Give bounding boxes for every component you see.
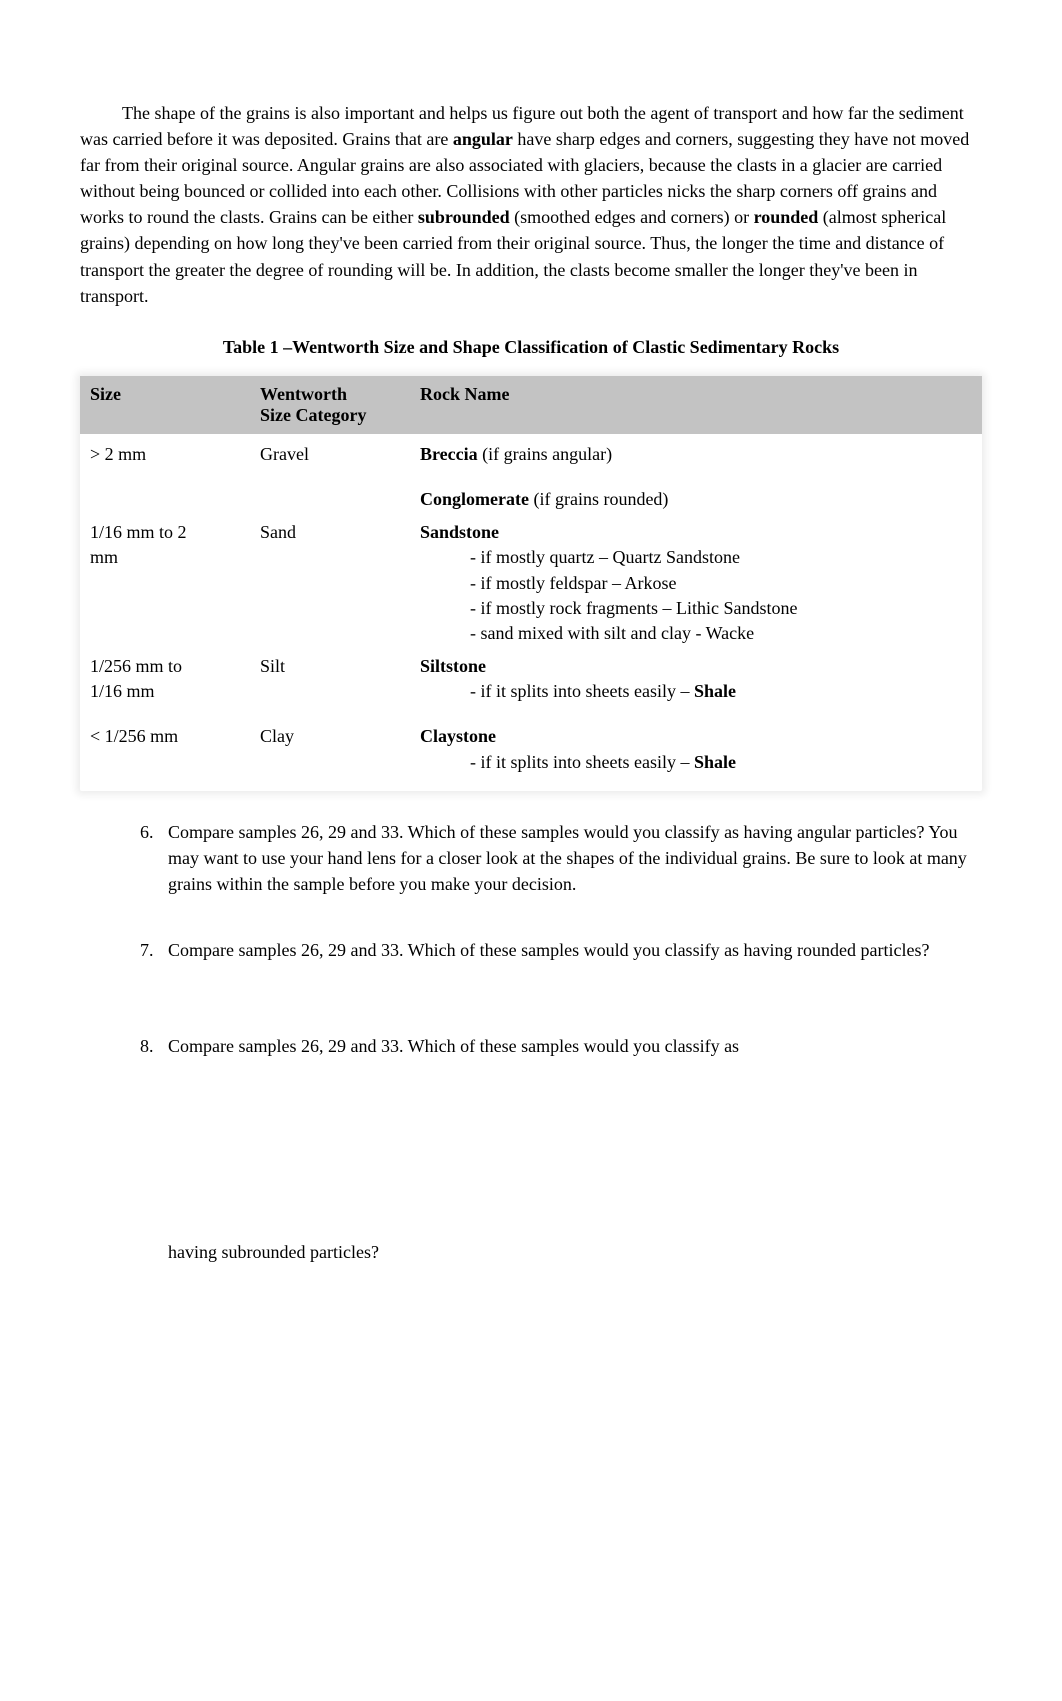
cell-category: Silt: [250, 650, 410, 708]
question-number: 6.: [140, 819, 154, 845]
intro-paragraph: The shape of the grains is also importan…: [80, 100, 982, 309]
cell-category: Clay: [250, 708, 410, 790]
term-angular: angular: [453, 129, 513, 149]
table-row: Conglomerate (if grains rounded): [80, 471, 982, 516]
term-subrounded: subrounded: [418, 207, 510, 227]
cell-rock: Claystone - if it splits into sheets eas…: [410, 708, 982, 790]
header-wentworth: Wentworth Size Category: [250, 376, 410, 434]
question-8-continuation: having subrounded particles?: [80, 1239, 982, 1265]
term-rounded: rounded: [754, 207, 819, 227]
table-row: < 1/256 mm Clay Claystone - if it splits…: [80, 708, 982, 790]
classification-table-container: Size Wentworth Size Category Rock Name >…: [80, 376, 982, 791]
question-6: 6. Compare samples 26, 29 and 33. Which …: [140, 819, 982, 897]
question-text: Compare samples 26, 29 and 33. Which of …: [168, 1036, 739, 1056]
header-rockname: Rock Name: [410, 376, 982, 434]
table-row: > 2 mm Gravel Breccia (if grains angular…: [80, 434, 982, 471]
cell-size: 1/16 mm to 2 mm: [80, 516, 250, 650]
question-text: Compare samples 26, 29 and 33. Which of …: [168, 940, 930, 960]
question-text: Compare samples 26, 29 and 33. Which of …: [168, 822, 967, 894]
question-number: 7.: [140, 937, 154, 963]
table-row: 1/256 mm to 1/16 mm Silt Siltstone - if …: [80, 650, 982, 708]
cell-rock: Conglomerate (if grains rounded): [410, 471, 982, 516]
paragraph-text-5: (smoothed edges and corners) or: [510, 207, 754, 227]
header-size: Size: [80, 376, 250, 434]
cell-size: < 1/256 mm: [80, 708, 250, 790]
question-7: 7. Compare samples 26, 29 and 33. Which …: [140, 937, 982, 963]
cell-rock: Breccia (if grains angular): [410, 434, 982, 471]
cell-size: > 2 mm: [80, 434, 250, 471]
classification-table: Size Wentworth Size Category Rock Name >…: [80, 376, 982, 791]
question-list: 6. Compare samples 26, 29 and 33. Which …: [80, 819, 982, 1059]
cell-category: Gravel: [250, 434, 410, 471]
table-header-row: Size Wentworth Size Category Rock Name: [80, 376, 982, 434]
table-title: Table 1 –Wentworth Size and Shape Classi…: [80, 337, 982, 358]
cell-rock: Siltstone - if it splits into sheets eas…: [410, 650, 982, 708]
table-row: 1/16 mm to 2 mm Sand Sandstone - if most…: [80, 516, 982, 650]
question-number: 8.: [140, 1033, 154, 1059]
question-8: 8. Compare samples 26, 29 and 33. Which …: [140, 1033, 982, 1059]
cell-size: 1/256 mm to 1/16 mm: [80, 650, 250, 708]
cell-rock: Sandstone - if mostly quartz – Quartz Sa…: [410, 516, 982, 650]
cell-category: Sand: [250, 516, 410, 650]
